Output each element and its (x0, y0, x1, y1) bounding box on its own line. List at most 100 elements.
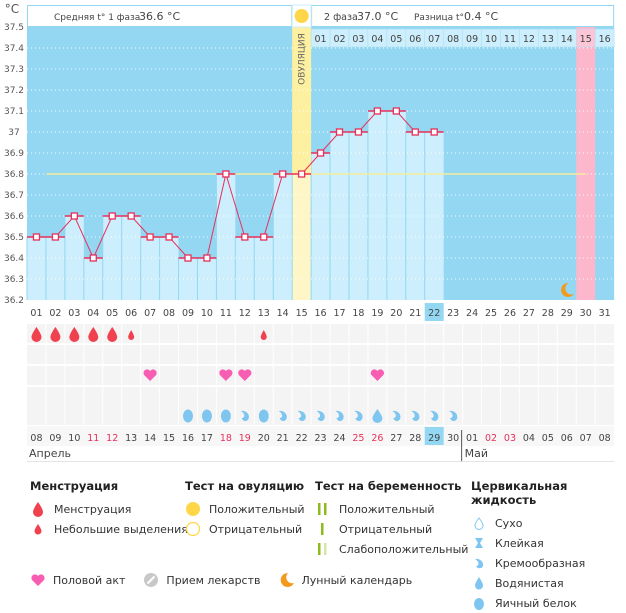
legend-item: Сухо (471, 513, 626, 533)
temperature-point[interactable] (411, 128, 419, 136)
temperature-point[interactable] (316, 149, 325, 157)
heart-icon (219, 369, 233, 381)
temperature-point[interactable] (165, 233, 173, 241)
icon-row-bg (27, 324, 615, 343)
phase2-day-label: 05 (390, 34, 402, 45)
temperature-point[interactable] (241, 233, 249, 241)
cycle-day-label: 04 (87, 308, 99, 319)
test-negative-icon (315, 521, 331, 537)
blood-drop-icon (69, 327, 80, 342)
creamy-icon (297, 410, 306, 421)
blood-drop-icon (107, 327, 118, 342)
calendar-date-label: 03 (504, 433, 516, 444)
temperature-point[interactable] (373, 107, 382, 115)
temperature-point[interactable] (51, 233, 60, 241)
temperature-point[interactable] (89, 254, 97, 262)
legend-label: Клейкая (495, 536, 544, 550)
diff-value: 0.4 °C (464, 10, 498, 23)
calendar-date-label: 22 (296, 433, 308, 444)
cycle-day-label: 11 (220, 308, 232, 319)
cycle-day-label: 31 (599, 308, 611, 319)
egg-white-icon (182, 409, 193, 423)
cycle-day-label: 17 (333, 308, 345, 319)
calendar-date-label: 12 (106, 433, 118, 444)
phase1-box (27, 5, 293, 27)
phase2-value: 37.0 °C (357, 10, 398, 23)
small-drop-icon (260, 330, 267, 340)
cycle-day-label: 15 (296, 308, 308, 319)
creamy-icon (430, 410, 439, 421)
y-tick-label: 37.1 (4, 107, 24, 117)
legend-item: Клейкая (471, 533, 626, 553)
temperature-point[interactable] (430, 128, 438, 136)
temperature-point[interactable] (260, 233, 268, 241)
cycle-day-label: 10 (201, 308, 213, 319)
legend-label: Половой акт (53, 573, 126, 587)
legend-item: Отрицательный (315, 519, 468, 539)
heart-icon (370, 369, 384, 381)
phase2-day-label: 13 (542, 34, 554, 45)
calendar-date-label: 01 (466, 433, 478, 444)
temperature-point[interactable] (222, 170, 230, 178)
temperature-bar (45, 237, 65, 300)
creamy-icon (240, 410, 249, 421)
legend-label: Отрицательный (209, 522, 303, 536)
month-label: Май (465, 447, 488, 460)
temperature-point[interactable] (392, 107, 400, 115)
moon-icon (561, 282, 574, 297)
calendar-date-label: 04 (523, 433, 535, 444)
temperature-line (36, 110, 435, 260)
y-tick-label: 37.4 (4, 44, 24, 54)
legend-title: Цервикальная жидкость (471, 479, 568, 507)
temperature-point[interactable] (127, 212, 135, 220)
temperature-point[interactable] (335, 128, 344, 136)
temperature-bar (311, 153, 331, 300)
legend-ovulation-test: Тест на овуляцию Положительный Отрицател… (185, 479, 305, 539)
blood-drop-icon (31, 327, 42, 342)
temperature-point[interactable] (279, 170, 287, 178)
cycle-day-label: 12 (239, 308, 251, 319)
moon-icon (279, 572, 295, 588)
heart-icon (143, 369, 157, 381)
month-label: Апрель (29, 447, 71, 460)
temperature-point[interactable] (146, 233, 154, 241)
cycle-day-label: 07 (144, 308, 156, 319)
y-tick-label: 36.4 (4, 254, 24, 264)
temperature-point[interactable] (108, 212, 116, 220)
legend-label: Отрицательный (339, 522, 433, 536)
creamy-icon (449, 410, 458, 421)
calendar-date-label: 19 (239, 433, 251, 444)
legend-title: Тест на беременность (315, 479, 462, 493)
temperature-point[interactable] (354, 128, 363, 136)
calendar-date-label: 06 (561, 433, 573, 444)
temperature-point[interactable] (32, 233, 41, 241)
egg-white-icon (220, 409, 231, 423)
cycle-day-label: 08 (163, 308, 175, 319)
legend-menstruation: Менструация Менструация Небольшие выделе… (30, 479, 188, 539)
calendar-date-label: 10 (68, 433, 80, 444)
y-tick-label: 36.8 (4, 170, 24, 180)
ovulation-label: ОВУЛЯЦИЯ (298, 33, 308, 85)
sun-filled-icon (294, 9, 309, 23)
heart-icon (238, 369, 252, 381)
creamy-icon (411, 410, 420, 421)
calendar-date-label: 23 (315, 433, 327, 444)
icon-row-bg (27, 366, 615, 385)
legend-cervical-fluid: Цервикальная жидкость Сухо Клейкая Кремо… (471, 479, 626, 613)
today-highlight (424, 303, 444, 321)
temperature-point[interactable] (70, 212, 78, 220)
ovulation-column (292, 5, 312, 174)
phase2-label: 2 фаза (324, 12, 358, 23)
temperature-point[interactable] (297, 170, 306, 178)
temperature-point[interactable] (184, 254, 192, 262)
temperature-point[interactable] (203, 254, 211, 262)
phase2-day-label: 10 (485, 34, 497, 45)
y-tick-label: 37.3 (4, 65, 24, 75)
legend-item: Водянистая (471, 573, 626, 593)
calendar-date-label: 25 (352, 433, 364, 444)
temperature-bar (102, 216, 122, 300)
calendar-date-label: 08 (30, 433, 42, 444)
y-tick-label: 37 (8, 128, 19, 138)
y-tick-label: 36.3 (4, 275, 24, 285)
creamy-icon (354, 410, 363, 421)
